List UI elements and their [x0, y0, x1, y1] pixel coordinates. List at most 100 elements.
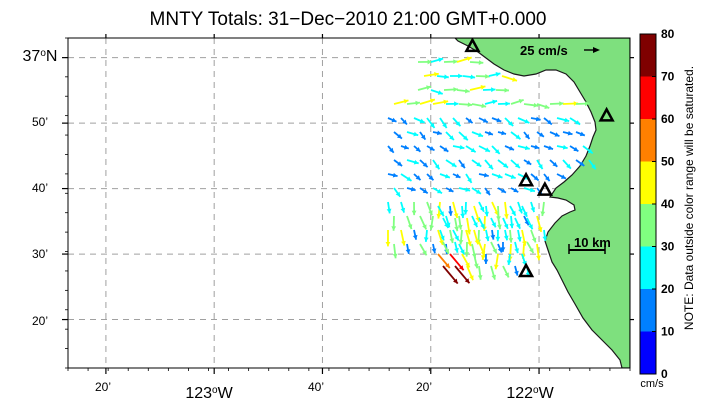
current-vector-head — [538, 132, 544, 137]
current-vector-head — [444, 173, 450, 179]
reference-vector: 25 cm/s — [520, 43, 600, 58]
current-vector-head — [455, 173, 461, 178]
current-vector-head — [389, 147, 394, 153]
current-vector-head — [453, 59, 458, 65]
current-vector-head — [579, 161, 585, 166]
current-vector-head — [518, 208, 523, 214]
current-vector-head — [444, 222, 449, 228]
current-vector-head — [463, 209, 469, 215]
current-vector-head — [453, 213, 459, 219]
lat-label-30: 30’ — [32, 247, 48, 261]
current-vector-head — [478, 60, 484, 65]
current-vector-head — [480, 223, 485, 229]
colorbar-tick-labels: 80 70 60 50 40 30 20 10 0 — [661, 27, 675, 381]
current-vector-head — [429, 225, 434, 230]
current-vector-head — [524, 118, 530, 124]
current-vector-head — [483, 172, 489, 178]
current-vector-head — [514, 270, 519, 276]
reference-vector-label: 25 cm/s — [520, 43, 568, 58]
current-vector-head — [510, 174, 516, 179]
current-vector-head — [439, 239, 444, 245]
current-vector-head — [485, 236, 490, 242]
current-vector-head — [434, 72, 439, 77]
current-vector-head — [420, 134, 426, 140]
station-triangle-icon — [464, 38, 481, 53]
colorbar — [639, 33, 657, 375]
current-vector-head — [413, 159, 419, 165]
colorbar-segment — [640, 246, 656, 289]
current-vector-head — [575, 120, 581, 125]
current-vector-head — [431, 248, 437, 254]
current-vector-head — [530, 207, 536, 213]
current-vector-head — [453, 87, 458, 92]
current-vector-head — [454, 226, 459, 232]
current-vector-head — [401, 240, 406, 246]
current-vector-head — [505, 101, 510, 107]
current-vector-head — [443, 99, 449, 105]
current-vector-head — [397, 161, 403, 166]
current-vector-head — [460, 249, 465, 255]
current-vector-head — [579, 131, 585, 137]
current-vector-head — [552, 161, 558, 167]
current-vector-head — [544, 104, 550, 109]
current-vector-head — [458, 265, 464, 271]
current-vector-head — [445, 263, 450, 268]
current-vector-head — [449, 135, 454, 141]
lat-label-40: 40’ — [32, 181, 48, 195]
current-vector-head — [480, 255, 486, 260]
current-vector-head — [403, 144, 409, 150]
current-vector-head — [437, 188, 443, 194]
hf-radar-stations — [464, 38, 615, 278]
current-vector-head — [469, 275, 474, 281]
current-vector-head — [460, 213, 466, 219]
current-vector-head — [535, 116, 541, 122]
lat-label-37n: 37oN — [23, 48, 58, 66]
current-vector-head — [454, 101, 459, 107]
current-vector-head — [504, 87, 509, 93]
colorbar-tick-label: 70 — [661, 70, 675, 84]
station-triangle-icon — [517, 171, 535, 187]
current-vector-head — [464, 252, 470, 257]
current-vector-head — [480, 250, 486, 256]
current-vector-head — [440, 235, 445, 241]
current-vector-head — [434, 164, 440, 170]
colorbar-segment — [640, 76, 656, 119]
current-vector-head — [475, 189, 481, 194]
current-vector-head — [427, 59, 432, 65]
current-vector-head — [560, 174, 566, 179]
station-triangle-icon — [517, 262, 535, 278]
current-vector-head — [419, 118, 425, 124]
current-vector-head — [474, 239, 480, 245]
current-vector-head — [467, 118, 473, 124]
current-vector-head — [508, 237, 514, 243]
scale-bar: 10 km — [568, 235, 611, 254]
current-vector-head — [429, 146, 435, 151]
current-vector-head — [478, 132, 484, 137]
current-vector-head — [429, 122, 435, 128]
current-vector-head — [504, 213, 509, 219]
current-vector-head — [554, 132, 560, 137]
current-vector-head — [485, 190, 490, 196]
current-vector-head — [464, 278, 470, 284]
current-vector-head — [488, 164, 493, 170]
current-vector-head — [491, 222, 496, 228]
current-vector-head — [534, 144, 540, 150]
current-vector-head — [423, 237, 429, 242]
current-vector-head — [439, 211, 444, 217]
current-vector-head — [482, 118, 488, 123]
current-vector-head — [518, 98, 524, 104]
lat-label-50: 50’ — [32, 115, 48, 129]
current-vector-head — [497, 224, 502, 230]
current-vector-head — [467, 177, 472, 183]
colorbar-tick-label: 50 — [661, 155, 675, 169]
current-vector-head — [513, 187, 519, 193]
current-vector-head — [470, 147, 476, 153]
current-vector-head — [391, 226, 397, 231]
current-vector-head — [415, 100, 420, 106]
current-vector-head — [453, 278, 458, 284]
current-vector-head — [415, 175, 421, 181]
colorbar-note: NOTE: Data outside color range will be s… — [682, 66, 696, 330]
colorbar-tick-label: 30 — [661, 240, 675, 254]
land-mass — [454, 38, 630, 368]
current-vector-head — [449, 238, 455, 244]
